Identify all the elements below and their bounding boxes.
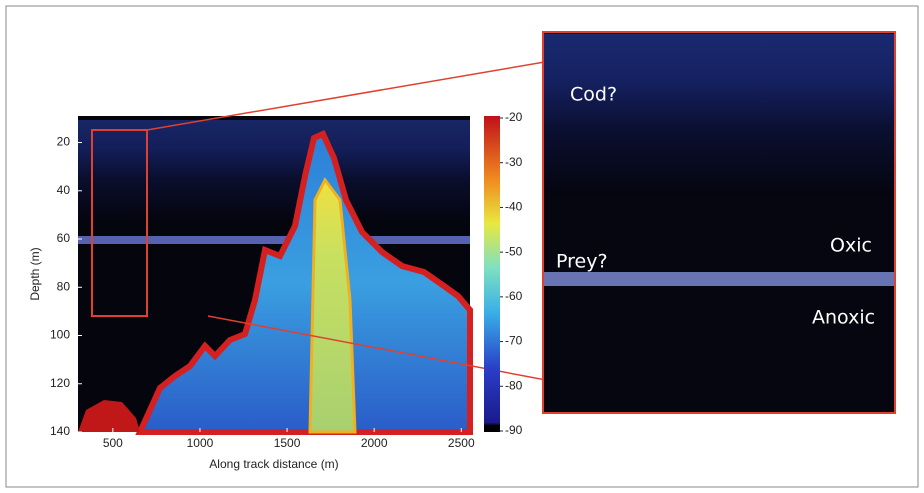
oxycline-layer <box>78 236 470 244</box>
frame <box>5 5 919 488</box>
y-tick-label: 20 <box>57 135 71 149</box>
x-tick-label: 2000 <box>361 436 388 450</box>
colorbar-tick-label: -60 <box>505 289 523 303</box>
colorbar-tick-label: -30 <box>505 155 523 169</box>
colorbar-tick-label: -90 <box>505 423 523 437</box>
y-tick-label: 140 <box>50 424 70 438</box>
y-tick-label: 40 <box>57 183 71 197</box>
annotation: Prey? <box>556 251 608 273</box>
inset-fish-layer <box>543 34 895 194</box>
colorbar <box>484 116 500 432</box>
x-tick-label: 1500 <box>274 436 301 450</box>
y-tick-label: 100 <box>50 328 70 342</box>
y-axis-label: Depth (m) <box>28 247 42 300</box>
annotation: Oxic <box>830 235 872 257</box>
seabed <box>135 130 473 435</box>
colorbar-tick-label: -80 <box>505 378 523 392</box>
x-tick-label: 2500 <box>448 436 475 450</box>
colorbar-tick-label: -70 <box>505 334 523 348</box>
y-tick-label: 120 <box>50 376 70 390</box>
annotation: Anoxic <box>812 307 875 329</box>
colorbar-tick-label: -20 <box>505 110 523 124</box>
x-tick-label: 1000 <box>187 436 214 450</box>
colorbar-tick-label: -50 <box>505 244 523 258</box>
y-tick-label: 60 <box>57 231 71 245</box>
inset <box>542 31 896 414</box>
fish-layer <box>78 120 470 220</box>
colorbar-tick-label: -40 <box>505 200 523 214</box>
inset-oxycline <box>543 272 895 286</box>
inset-frame <box>542 31 896 414</box>
x-tick-label: 500 <box>103 436 123 450</box>
echogram <box>78 31 721 435</box>
y-tick-label: 80 <box>57 279 71 293</box>
annotation: Cod? <box>570 84 617 106</box>
x-axis-label: Along track distance (m) <box>209 457 338 471</box>
zoom-box <box>91 129 148 317</box>
seabed-left <box>78 400 140 432</box>
seabed-peak <box>308 177 357 434</box>
